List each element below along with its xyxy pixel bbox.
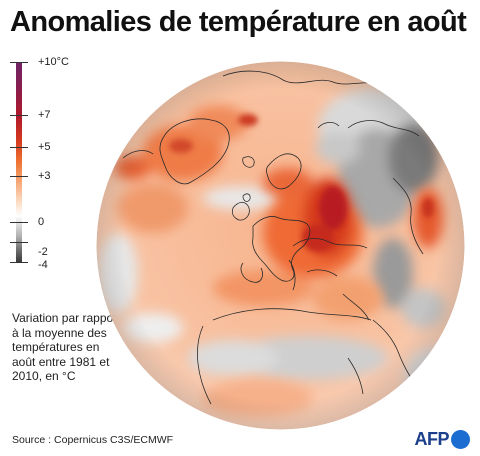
legend-tick (10, 176, 28, 177)
legend-label-0: 0 (38, 216, 45, 228)
legend-label-3: +3 (38, 170, 51, 182)
legend-tick (10, 242, 28, 243)
page-title: Anomalies de température en août (10, 6, 467, 38)
anomaly-globe-map (96, 61, 465, 430)
legend-tick (10, 222, 28, 223)
afp-logo-dot (451, 429, 470, 449)
legend-tick (10, 262, 28, 263)
legend-label-5: +5 (38, 141, 51, 153)
afp-logo-text: AFP (414, 428, 450, 449)
legend-label-7: +7 (38, 109, 51, 121)
legend-tick (10, 62, 28, 63)
legend-tick (10, 147, 28, 148)
legend-label-10: +10°C (38, 56, 70, 68)
source-credit: Source : Copernicus C3S/ECMWF (12, 434, 174, 446)
legend-label-minus4: -4 (38, 259, 48, 271)
afp-logo: AFP (414, 428, 470, 450)
legend-color-bar (16, 62, 22, 262)
legend-note: Variation par rapport à la moyenne des t… (12, 311, 121, 383)
legend-label-minus2: -2 (38, 246, 48, 258)
globe-shading (96, 61, 465, 430)
legend-tick (10, 115, 28, 116)
color-legend: +10°C +7 +5 +3 0 -2 -4 (8, 56, 98, 271)
